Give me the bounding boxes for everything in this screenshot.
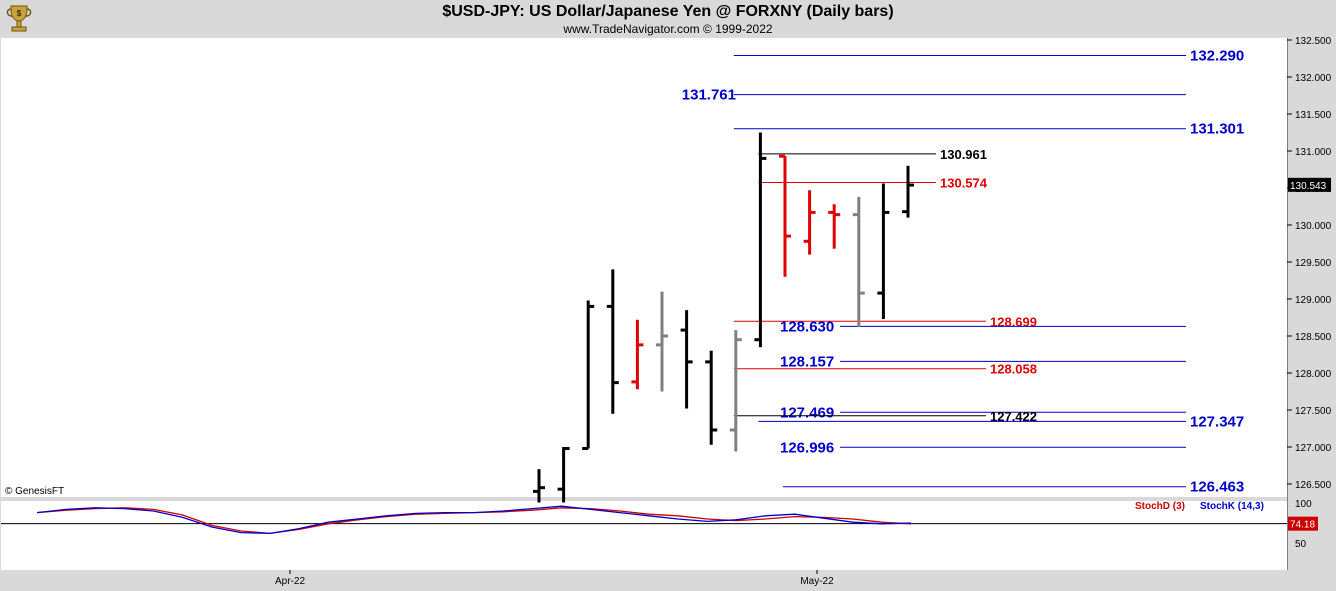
ohlc-bar [606, 269, 619, 414]
stochk-legend: StochK (14,3) [1200, 501, 1264, 512]
ohlc-bar [680, 310, 693, 409]
stoch-y-tick-label: 50 [1295, 539, 1307, 550]
svg-text:$: $ [17, 9, 22, 18]
stochd-legend: StochD (3) [1135, 501, 1185, 512]
level-label: 131.761 [682, 87, 736, 104]
genesis-watermark: © GenesisFT [5, 486, 64, 497]
stoch-last-label: 74.18 [1290, 520, 1315, 531]
trophy-logo-icon: $ [6, 5, 32, 32]
y-tick-label: 130.000 [1295, 221, 1332, 232]
y-tick-label: 128.000 [1295, 369, 1332, 380]
ohlc-bar [705, 350, 718, 445]
y-tick-label: 129.500 [1295, 258, 1332, 269]
level-label: 130.574 [940, 176, 988, 191]
ohlc-bar [803, 190, 816, 255]
y-tick-label: 127.500 [1295, 406, 1332, 417]
panel-separator [1, 497, 1287, 501]
y-tick-label: 127.000 [1295, 443, 1332, 454]
y-tick-label: 131.000 [1295, 147, 1332, 158]
stochastic-panel [1, 501, 1287, 570]
level-label: 130.961 [940, 147, 987, 162]
level-label: 128.058 [990, 362, 1037, 377]
stoch-y-tick-label: 100 [1295, 499, 1312, 510]
level-label: 131.301 [1190, 121, 1244, 138]
ohlc-bar [852, 196, 865, 328]
level-label: 128.699 [990, 314, 1037, 329]
x-tick-label: Apr-22 [275, 576, 305, 587]
ohlc-bar [557, 446, 570, 503]
level-label: 128.630 [780, 318, 834, 335]
y-tick-label: 128.500 [1295, 332, 1332, 343]
level-label: 127.469 [780, 404, 834, 421]
level-label: 126.996 [780, 439, 834, 456]
level-label: 126.463 [1190, 479, 1244, 496]
ohlc-bar [902, 165, 914, 218]
ohlc-bar [779, 154, 791, 277]
level-label: 127.422 [990, 409, 1037, 424]
x-tick-label: May-22 [800, 576, 834, 587]
ohlc-bar [754, 132, 767, 348]
chart-subtitle: www.TradeNavigator.com © 1999-2022 [563, 22, 773, 36]
y-tick-label: 129.000 [1295, 295, 1332, 306]
chart-title: $USD-JPY: US Dollar/Japanese Yen @ FORXN… [442, 3, 894, 20]
y-tick-label: 126.500 [1295, 480, 1332, 491]
price-axis [1287, 38, 1336, 570]
level-label: 127.347 [1190, 413, 1244, 430]
ohlc-bar [582, 300, 595, 450]
chart-header: $ $USD-JPY: US Dollar/Japanese Yen @ FOR… [0, 0, 1336, 38]
ohlc-bar [656, 291, 668, 392]
y-tick-label: 131.500 [1295, 110, 1332, 121]
y-tick-label: 132.000 [1295, 73, 1332, 84]
last-price-label: 130.543 [1290, 181, 1327, 192]
level-label: 128.157 [780, 353, 834, 370]
y-tick-label: 132.500 [1295, 36, 1332, 47]
stochk-line [36, 505, 912, 535]
ohlc-bar [828, 204, 841, 249]
ohlc-bar [729, 330, 742, 452]
last-price-box [1288, 177, 1331, 192]
ohlc-bar [877, 183, 890, 319]
price-panel [1, 38, 1287, 497]
ohlc-bar [533, 469, 545, 503]
stoch-last-box [1288, 516, 1318, 531]
level-label: 132.290 [1190, 48, 1244, 65]
ohlc-bar [631, 319, 644, 390]
